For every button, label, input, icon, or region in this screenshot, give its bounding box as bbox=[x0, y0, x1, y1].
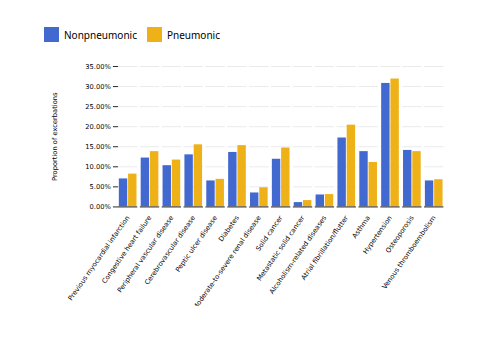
svg-text:Proportion of excerbations: Proportion of excerbations bbox=[51, 92, 59, 181]
svg-text:Cerebrovascular disease: Cerebrovascular disease bbox=[143, 214, 198, 287]
svg-text:15.00%: 15.00% bbox=[85, 143, 111, 151]
svg-text:5.00%: 5.00% bbox=[89, 183, 111, 191]
svg-text:Solid cancer: Solid cancer bbox=[254, 214, 285, 253]
svg-text:Alcoholism-related diseases: Alcoholism-related diseases bbox=[267, 214, 329, 296]
svg-text:Peripheral vascular disease: Peripheral vascular disease bbox=[115, 214, 176, 295]
svg-text:10.00%: 10.00% bbox=[85, 163, 111, 171]
svg-text:Venous thromboembolism: Venous thromboembolism bbox=[381, 214, 438, 291]
html-text:Nonpneumonic: Nonpneumonic bbox=[64, 27, 137, 42]
svg-text:25.00%: 25.00% bbox=[85, 103, 111, 111]
svg-text:Hypertension: Hypertension bbox=[361, 214, 394, 256]
svg-text:Asthma: Asthma bbox=[351, 214, 372, 240]
svg-text:Congestive heart failure: Congestive heart failure bbox=[100, 214, 154, 286]
svg-text:35.00%: 35.00% bbox=[85, 63, 111, 71]
svg-text:20.00%: 20.00% bbox=[85, 123, 111, 131]
svg-text:30.00%: 30.00% bbox=[85, 83, 111, 91]
svg-text:Peptic ulcer disease: Peptic ulcer disease bbox=[174, 214, 219, 273]
html-text:Pneumonic: Pneumonic bbox=[167, 27, 220, 42]
svg-text:Previous myocardial infarction: Previous myocardial infarction bbox=[66, 214, 132, 303]
svg-text:Moderate-to-severe renal disea: Moderate-to-severe renal disease bbox=[191, 214, 262, 306]
svg-text:0.00%: 0.00% bbox=[89, 203, 111, 211]
svg-text:Metastatic solid cancer: Metastatic solid cancer bbox=[255, 214, 307, 283]
svg-text:Atrial fibrillation/flutter: Atrial fibrillation/flutter bbox=[300, 214, 351, 282]
svg-text:Diabetes: Diabetes bbox=[217, 214, 241, 243]
svg-text:Osteoporosis: Osteoporosis bbox=[384, 214, 416, 255]
